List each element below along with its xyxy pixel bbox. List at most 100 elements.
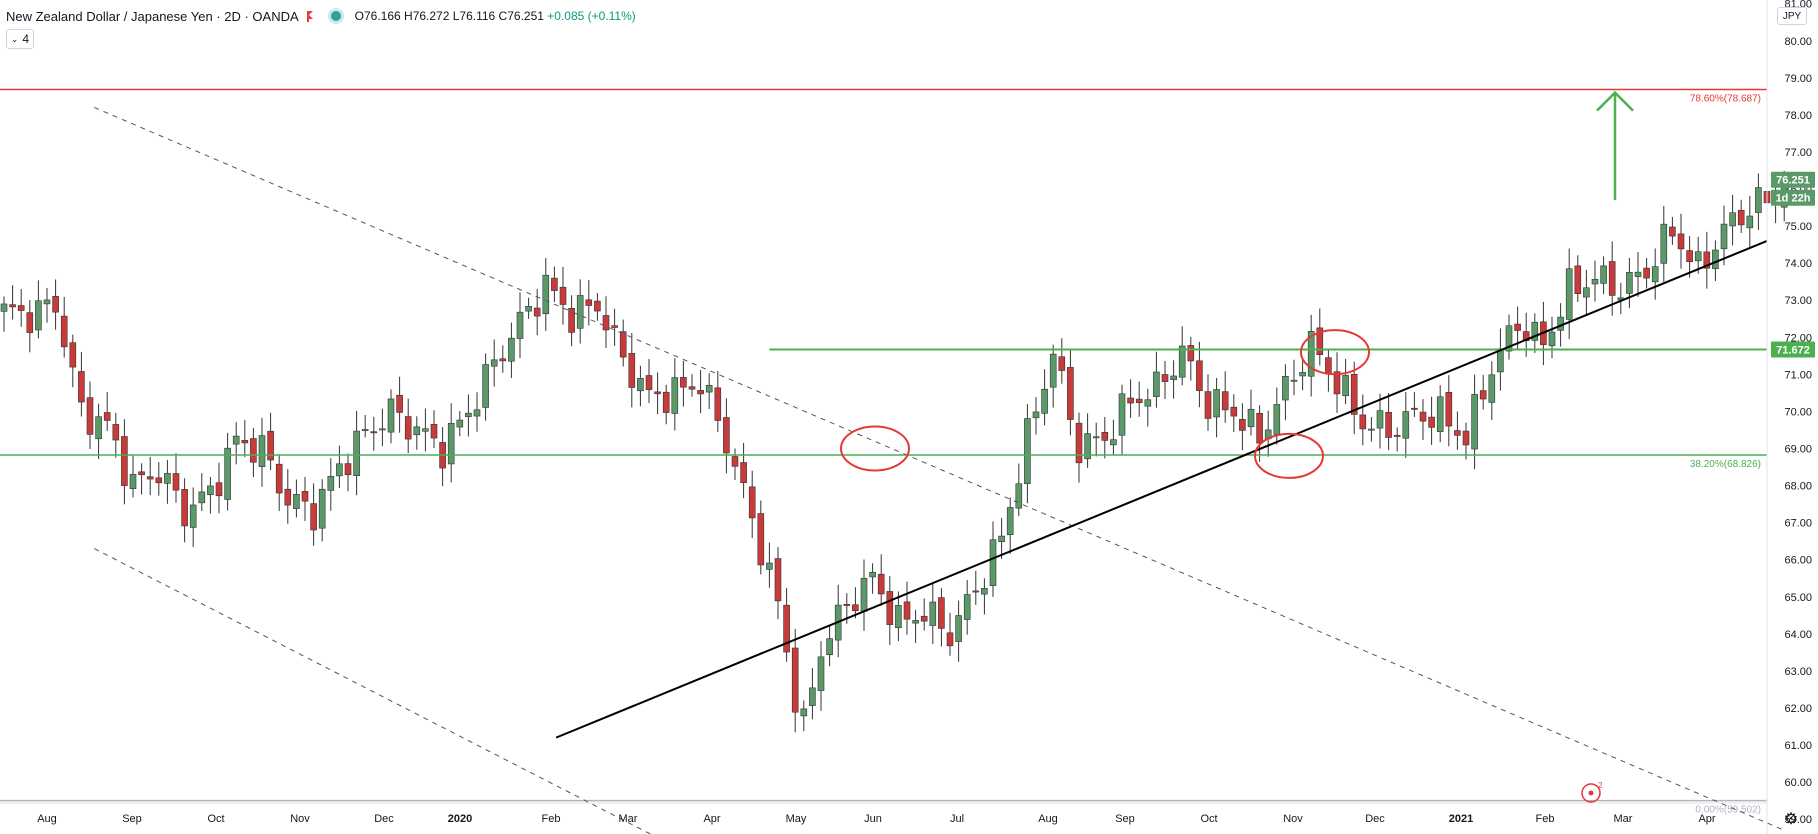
candle — [1677, 213, 1685, 269]
candle — [413, 416, 421, 450]
candle — [1247, 389, 1255, 436]
candle — [895, 591, 902, 642]
channel-upper-line[interactable] — [94, 107, 1785, 831]
price-tick-label: 66.00 — [1784, 555, 1812, 567]
candle — [852, 587, 859, 619]
candle — [723, 398, 730, 474]
candle — [688, 374, 696, 397]
candle — [181, 478, 188, 543]
price-tick-label: 62.00 — [1784, 703, 1812, 715]
candle — [146, 456, 154, 496]
time-tick-label: 2021 — [1449, 813, 1473, 825]
candle — [1660, 205, 1668, 282]
candle — [1505, 314, 1513, 360]
candle — [1531, 313, 1539, 354]
candle — [301, 476, 309, 521]
ascending-trendline[interactable] — [555, 240, 1768, 739]
candle — [731, 448, 739, 480]
candle — [1290, 359, 1298, 396]
candle — [1626, 257, 1633, 309]
candle — [748, 470, 756, 538]
candle — [912, 609, 919, 644]
candle — [1436, 385, 1444, 443]
candle — [1591, 260, 1599, 302]
price-tick-label: 78.00 — [1784, 110, 1812, 122]
time-tick-label: Apr — [703, 813, 720, 825]
candle — [35, 280, 42, 339]
candle — [43, 287, 51, 323]
candle — [1600, 256, 1607, 295]
candle — [1471, 374, 1478, 470]
candle — [809, 668, 816, 720]
candle — [138, 463, 145, 495]
candle — [972, 570, 980, 605]
indicator-toggle-button[interactable]: ⌄ 4 — [6, 29, 34, 49]
candle — [258, 417, 266, 487]
time-tick-label: Mar — [619, 813, 638, 825]
candle — [1135, 381, 1143, 417]
fib-level-label: 78.60%(78.687) — [1690, 93, 1761, 104]
candle — [473, 392, 481, 432]
candle — [172, 453, 180, 503]
candle — [886, 576, 894, 646]
retest-circle[interactable] — [840, 425, 910, 472]
candle — [619, 319, 627, 367]
candle — [1307, 314, 1315, 397]
candle — [817, 641, 825, 711]
candle — [1634, 251, 1642, 297]
candle — [654, 372, 661, 415]
candle — [662, 384, 670, 425]
candle — [1419, 399, 1427, 440]
candle — [1213, 377, 1220, 438]
candle — [1256, 405, 1263, 462]
candle — [1643, 258, 1650, 289]
candle — [1376, 393, 1384, 449]
candle — [430, 410, 438, 449]
candle — [422, 408, 429, 452]
candle — [1488, 361, 1496, 421]
time-tick-label: Oct — [1200, 813, 1217, 825]
candle — [766, 542, 773, 588]
price-tick-label: 63.00 — [1784, 666, 1812, 678]
change-text: +0.085 (+0.11%) — [547, 9, 636, 23]
candle — [379, 408, 386, 447]
currency-badge[interactable]: JPY — [1777, 7, 1807, 25]
price-tick-label: 73.00 — [1784, 295, 1812, 307]
price-tick-label: 65.00 — [1784, 592, 1812, 604]
candle — [1402, 391, 1410, 458]
ohlc-values: O76.166 H76.272 L76.116 C76.251 +0.085 (… — [355, 9, 636, 23]
candle — [86, 381, 94, 450]
countdown-badge-bg — [1771, 189, 1815, 206]
candle — [1282, 364, 1289, 421]
candle — [757, 500, 765, 575]
retest-circle[interactable] — [1300, 329, 1370, 376]
candle — [1703, 231, 1711, 289]
symbol-title[interactable]: New Zealand Dollar / Japanese Yen · 2D ·… — [6, 8, 299, 24]
candle — [740, 442, 747, 499]
gear-icon[interactable]: ⚙ — [1783, 811, 1799, 828]
candle — [1015, 463, 1023, 517]
tradingview-logo-icon: 2 — [1581, 781, 1603, 803]
candle — [1101, 417, 1109, 459]
retest-circle[interactable] — [1254, 432, 1324, 479]
candle — [998, 517, 1005, 559]
candle — [800, 700, 808, 732]
candle — [1075, 412, 1083, 483]
candle — [164, 459, 171, 504]
price-axis: 59.00 60.00 61.00 62.00 63.00 64.00 65.00 66.00… — [1771, 0, 1815, 826]
target-arrow-head[interactable] — [1596, 90, 1634, 112]
price-tick-label: 61.00 — [1784, 740, 1812, 752]
flag-icon[interactable] — [306, 10, 317, 22]
resistance-price-badge: 71.672 — [1776, 344, 1810, 356]
candle — [1118, 384, 1126, 456]
candle — [1368, 416, 1375, 442]
candle — [499, 345, 507, 373]
market-status-icon — [330, 11, 341, 21]
price-tick-label: 71.00 — [1784, 369, 1812, 381]
candle — [198, 473, 206, 512]
candle — [121, 419, 128, 505]
candle — [1239, 403, 1246, 451]
price-tick-label: 81.00 — [1784, 0, 1812, 11]
candle — [1221, 371, 1229, 423]
